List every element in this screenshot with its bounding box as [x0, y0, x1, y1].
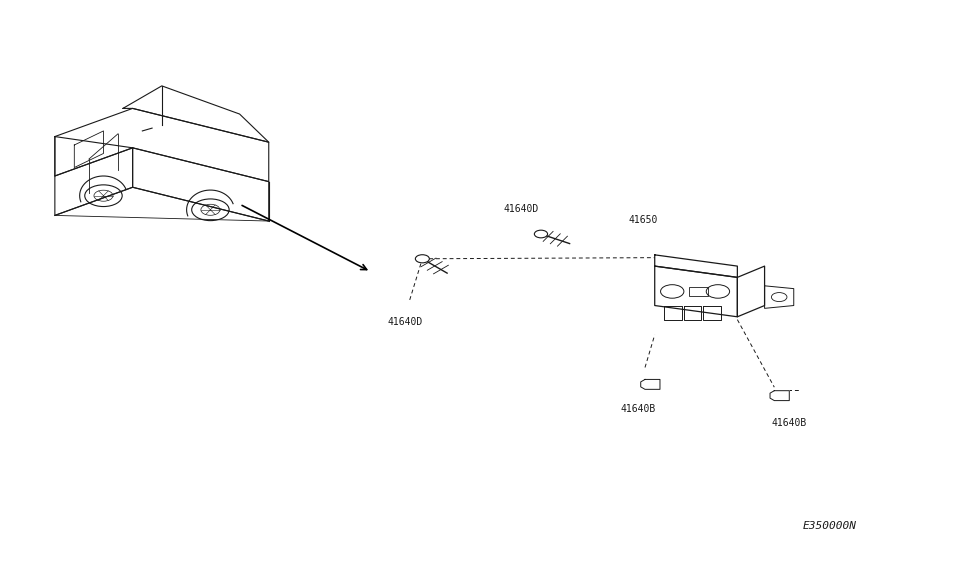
Text: 41640B: 41640B: [620, 404, 656, 414]
Polygon shape: [770, 391, 790, 401]
Text: 41640D: 41640D: [504, 204, 539, 214]
Polygon shape: [737, 266, 764, 317]
Text: 41650: 41650: [628, 216, 658, 225]
Bar: [688, 287, 708, 296]
Polygon shape: [764, 286, 794, 308]
Polygon shape: [641, 379, 660, 389]
Text: 41640B: 41640B: [771, 418, 806, 428]
Polygon shape: [703, 306, 721, 320]
Text: E350000N: E350000N: [803, 521, 857, 531]
Polygon shape: [655, 255, 737, 277]
Polygon shape: [664, 306, 682, 320]
Polygon shape: [683, 306, 701, 320]
Circle shape: [415, 255, 429, 263]
Polygon shape: [655, 266, 737, 317]
Circle shape: [534, 230, 548, 238]
Text: 41640D: 41640D: [387, 317, 422, 327]
